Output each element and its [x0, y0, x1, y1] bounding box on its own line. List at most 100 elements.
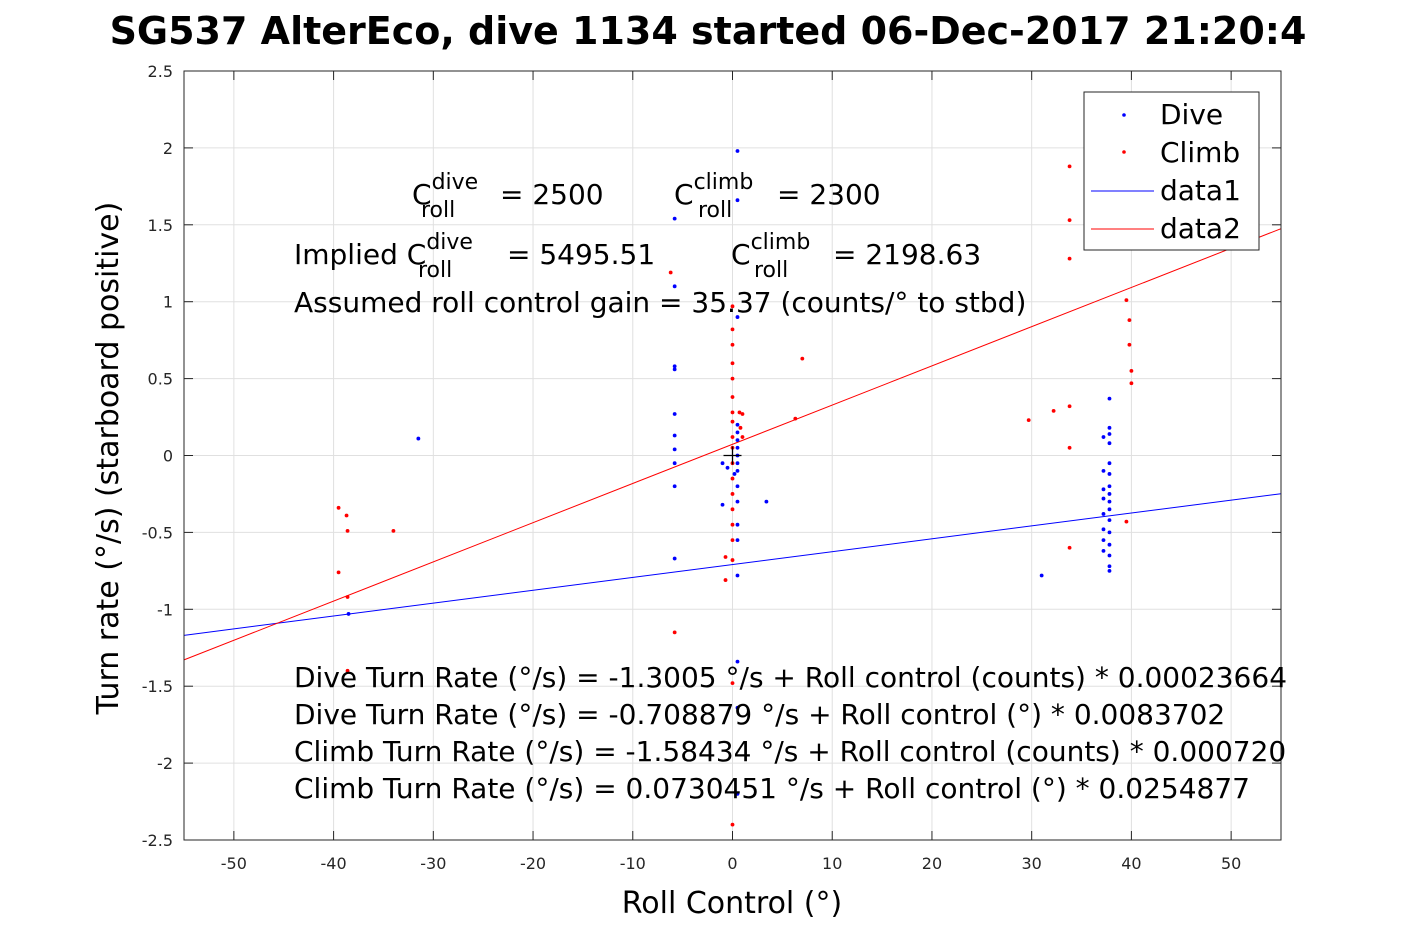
climb-point	[730, 327, 735, 332]
climb-point	[345, 595, 350, 599]
climb-point	[793, 416, 798, 421]
y-tick-label: 2.5	[148, 62, 173, 81]
climb-point	[391, 528, 396, 533]
dive-point	[1107, 492, 1112, 496]
dive-point	[672, 216, 677, 221]
dive-point	[735, 315, 740, 319]
climb-point	[1051, 408, 1056, 413]
legend-data2-label: data2	[1160, 212, 1241, 245]
x-tick-label: 30	[1022, 854, 1042, 873]
climb-point	[1129, 381, 1134, 386]
legend: Dive Climb data1 data2	[1083, 91, 1260, 251]
climb-point	[1129, 369, 1134, 373]
dive-point	[672, 556, 677, 561]
x-axis-label: Roll Control (°)	[622, 886, 842, 921]
climb-point	[1067, 404, 1072, 409]
dive-point	[672, 484, 677, 489]
dive-point	[1101, 548, 1106, 553]
dive-point	[735, 573, 740, 578]
equation-climb-counts: Climb Turn Rate (°/s) = -1.58434 °/s + R…	[294, 735, 1286, 768]
climb-point	[730, 395, 735, 399]
climb-point	[1067, 164, 1072, 169]
climb-point	[1124, 519, 1129, 524]
dive-point	[735, 430, 740, 435]
dive-point	[1107, 425, 1112, 430]
x-tick-label: -10	[620, 854, 646, 873]
x-tick-label: 20	[922, 854, 942, 873]
climb-point	[737, 410, 742, 415]
dive-point	[1101, 468, 1106, 473]
origin-marker	[723, 446, 742, 465]
dive-point	[346, 612, 351, 616]
dive-point	[735, 484, 740, 489]
dive-point	[1101, 496, 1106, 501]
x-tick-label: -20	[520, 854, 546, 873]
climb-point	[730, 558, 735, 562]
dive-point	[735, 791, 740, 796]
climb-point	[1067, 218, 1072, 223]
dive-point	[735, 468, 740, 473]
dive-point	[735, 149, 740, 153]
equation-dive-degrees: Dive Turn Rate (°/s) = -0.708879 °/s + R…	[294, 698, 1225, 731]
x-tick-label: 0	[727, 854, 737, 873]
climb-point	[730, 492, 735, 496]
dive-point	[1107, 542, 1112, 547]
dive-point	[1107, 518, 1112, 522]
x-tick-label: -40	[321, 854, 347, 873]
dive-point	[720, 461, 725, 466]
fit-line-data1	[183, 493, 1282, 636]
dive-point	[1101, 435, 1106, 439]
climb-point	[1067, 445, 1072, 450]
x-tick-label: -30	[420, 854, 446, 873]
implied-dive-annotation: Implied Cdive roll = 5495.51	[294, 230, 655, 283]
dive-point	[672, 461, 677, 466]
climb-point	[723, 555, 728, 559]
climb-point	[1067, 256, 1072, 261]
equation-climb-degrees: Climb Turn Rate (°/s) = 0.0730451 °/s + …	[294, 772, 1250, 805]
y-tick-label: -1	[157, 600, 173, 619]
climb-point	[730, 342, 735, 347]
roll-gain-annotation: Assumed roll control gain = 35.37 (count…	[294, 286, 1026, 319]
x-tick-label: 10	[822, 854, 842, 873]
climb-point	[345, 528, 350, 533]
y-tick-label: 1	[163, 293, 173, 312]
dive-point	[1107, 568, 1112, 573]
dive-point	[732, 472, 737, 476]
dive-point	[735, 461, 740, 466]
dive-point	[735, 445, 740, 450]
climb-point	[730, 476, 735, 481]
implied-climb-annotation: Cclimb roll = 2198.63	[731, 230, 981, 283]
axis-ticks: -50 -40 -30 -20 -10 0 10 20 30 40 50-2.5-2-1.5-1-0…	[142, 62, 1281, 873]
climb-point	[730, 522, 735, 527]
climb-point	[668, 270, 673, 275]
climb-point	[336, 570, 341, 575]
climb-point	[738, 425, 743, 430]
climb-point	[730, 681, 735, 686]
climb-point	[730, 376, 735, 381]
dive-point	[735, 522, 740, 527]
climb-point	[800, 356, 805, 361]
climb-point	[730, 361, 735, 366]
dive-point	[735, 538, 740, 542]
climb-point	[730, 304, 735, 309]
dive-point	[1107, 472, 1112, 476]
dive-point	[1101, 527, 1106, 532]
y-tick-label: -2.5	[142, 831, 173, 850]
dive-point	[1039, 573, 1044, 578]
dive-point	[1107, 507, 1112, 512]
dive-point	[672, 364, 677, 369]
legend-climb-label: Climb	[1160, 136, 1240, 169]
dive-point	[735, 705, 740, 710]
annotations: Cdive roll = 2500 Cclimb roll = 2300 Implied…	[294, 170, 1287, 805]
climb-point	[345, 668, 350, 673]
data-points	[336, 149, 1134, 827]
chart-title: SG537 AlterEco, dive 1134 started 06-Dec…	[110, 9, 1307, 53]
y-tick-label: 0.5	[148, 370, 173, 389]
dive-point	[735, 499, 740, 504]
climb-point	[730, 419, 735, 424]
x-tick-label: 40	[1121, 854, 1141, 873]
x-tick-label: 50	[1221, 854, 1241, 873]
climb-point	[730, 507, 735, 512]
legend-box	[1083, 91, 1260, 251]
